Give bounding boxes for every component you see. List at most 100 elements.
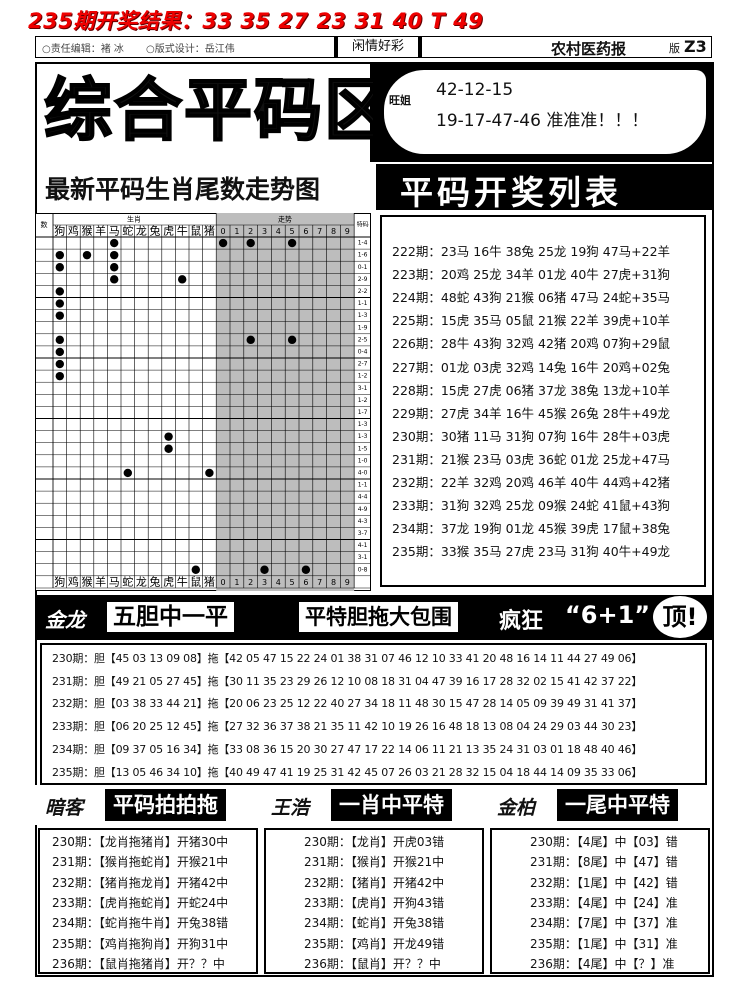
draw-row: 231期：21猴 23马 03虎 36蛇 01龙 25龙+47马: [392, 451, 671, 467]
row-label: 1-7: [358, 409, 368, 416]
list-head: [376, 164, 712, 210]
column-label: 鸡: [68, 575, 79, 589]
column-head: 王浩 一肖中平特: [261, 785, 485, 825]
banner-offer: “6+1”: [565, 601, 651, 629]
column-name: 平码拍拍拖: [105, 789, 226, 821]
column-author: 金柏: [497, 797, 536, 819]
column-label: 蛇: [122, 224, 133, 238]
row-label: 1-5: [358, 445, 368, 452]
dot: [246, 238, 255, 248]
draw-row: 233期：31狗 32鸡 25龙 09猴 24蛇 41鼠+43狗: [392, 498, 671, 514]
dot: [164, 432, 173, 441]
dot: [110, 238, 119, 248]
draw-row: 222期：23马 16牛 38兔 25龙 19狗 47马+22羊: [392, 244, 671, 259]
author: 旺姐: [389, 94, 411, 107]
column-name: 一尾中平特: [557, 789, 678, 821]
column-label: 5: [290, 227, 295, 236]
column-label: 马: [109, 576, 120, 589]
column-row: 230期：【4尾】中【03】错: [530, 835, 678, 849]
column-label: 猪: [204, 225, 215, 238]
column-box: 230期：【龙肖】开虎03错 231期：【猴肖】开猴21中 232期：【猪肖】开猪4…: [264, 828, 484, 974]
column-label: 1: [234, 227, 239, 236]
column-author: 暗客: [45, 797, 84, 819]
dot: [287, 335, 297, 345]
row-label: 1-3: [358, 312, 368, 319]
column-label: 3: [262, 227, 267, 236]
column-label: 狗: [54, 225, 65, 238]
row-label: 1-4: [358, 240, 368, 247]
row-label: 1-2: [358, 397, 368, 404]
column-label: 4: [276, 578, 281, 587]
column-label: 0: [221, 578, 226, 587]
banner-slogan: 平特胆拖大包围: [299, 602, 458, 632]
sub-header: ○责任编辑：褚 冰 ○版式设计：岳江伟 闲情好彩 农村医药报 版 Z3: [35, 36, 712, 58]
banner-row: 231期：胆【49 21 05 27 45】拖【30 11 35 23 29 2…: [52, 674, 643, 688]
column-row: 234期：【7尾】中【37】准: [530, 916, 678, 931]
column-label: 5: [290, 578, 295, 587]
row-label: 2-7: [358, 361, 368, 368]
column-label: 羊: [95, 224, 106, 238]
column-label: 猪: [204, 576, 215, 589]
column-label: 龙: [136, 576, 147, 589]
draw-row: 227期：01龙 03虎 32鸡 14兔 16牛 20鸡+02兔: [392, 359, 671, 375]
dot: [55, 263, 64, 272]
row-label: 2-9: [358, 276, 368, 283]
column-label: 4: [276, 227, 281, 236]
column-name: 一肖中平特: [331, 789, 452, 821]
column-label: 7: [317, 227, 322, 236]
column-label: 3: [262, 578, 267, 587]
column-row: 235期：【鸡肖拖狗肖】开狗31中: [52, 936, 229, 951]
draw-row: 229期：27虎 34羊 16牛 45猴 26兔 28牛+49龙: [392, 405, 671, 421]
dot: [55, 250, 64, 260]
column-label: 狗: [54, 576, 65, 589]
dot: [55, 359, 64, 369]
column-label: 2: [248, 578, 253, 587]
column-label: 兔: [150, 224, 161, 238]
column-head: 金柏 一尾中平特: [487, 785, 711, 825]
result-headline: 235期开奖结果：33 35 27 23 31 40 T 49: [28, 9, 484, 33]
column-row: 233期：【虎肖拖蛇肖】开蛇24中: [52, 895, 229, 910]
column-label: 9: [345, 227, 350, 236]
dot: [55, 311, 64, 320]
title-box: [37, 64, 373, 162]
designer: ○版式设计：岳江伟: [146, 44, 235, 55]
list-title: 平码开奖列表: [400, 173, 622, 212]
dot: [178, 275, 187, 284]
column-label: 鸡: [68, 224, 79, 238]
column-label: 7: [317, 578, 322, 587]
banner-row: 233期：胆【06 20 25 12 45】拖【27 32 36 37 38 2…: [52, 720, 643, 734]
column-label: 牛: [177, 224, 188, 238]
draw-row: 228期：15虎 27虎 06猪 37龙 38兔 13龙+10羊: [392, 382, 671, 398]
banner-top: 顶!: [653, 596, 707, 638]
banner-row: 230期：胆【45 03 13 09 08】拖【42 05 47 15 22 2…: [52, 652, 643, 665]
dot: [123, 468, 132, 478]
dot: [301, 565, 311, 574]
draw-row: 234期：37龙 19狗 01龙 45猴 39虎 17鼠+38兔: [392, 521, 671, 537]
row-label: 0-1: [358, 264, 368, 271]
column-label: 蛇: [122, 575, 133, 589]
row-label: 4-3: [358, 518, 368, 525]
column-row: 232期：【猪肖拖龙肖】开猪42中: [52, 875, 229, 890]
column-label: 羊: [95, 575, 106, 589]
columns: 暗客 平码拍拍拖 230期：【龙肖拖猪肖】开猪30中 231期：【猴肖拖蛇肖】开猴21…: [35, 785, 712, 975]
column-name: 闲情好彩: [334, 37, 422, 57]
column-label: 龙: [136, 225, 147, 238]
draw-row: 223期：20鸡 25龙 34羊 01龙 40牛 27虎+31狗: [392, 267, 671, 283]
draw-list: 222期：23马 16牛 38兔 25龙 19狗 47马+22羊 223期：20鸡…: [380, 215, 706, 587]
row-label: 2-2: [358, 288, 368, 295]
column-row: 234期：【蛇肖拖牛肖】开兔38错: [52, 916, 229, 931]
column-label: 6: [303, 578, 308, 587]
pick-line: 19-17-47-46 准准准！！！: [436, 111, 649, 131]
column-label: 0: [221, 227, 226, 236]
banner-row: 235期：胆【13 05 46 34 10】拖【40 49 47 41 19 2…: [52, 765, 643, 779]
dot: [246, 335, 255, 345]
draw-row: 224期：48蛇 43狗 21猴 06猪 47马 24蛇+35马: [392, 290, 671, 306]
column-row: 234期：【蛇肖】开兔38错: [304, 916, 445, 931]
dot: [55, 335, 64, 345]
row-label: 3-1: [358, 554, 368, 561]
zodiac-header: 生肖: [127, 215, 141, 224]
column-label: 虎: [163, 576, 174, 589]
row-label: 1-1: [358, 300, 368, 307]
dot: [191, 565, 200, 574]
row-label: 0-4: [358, 348, 368, 355]
